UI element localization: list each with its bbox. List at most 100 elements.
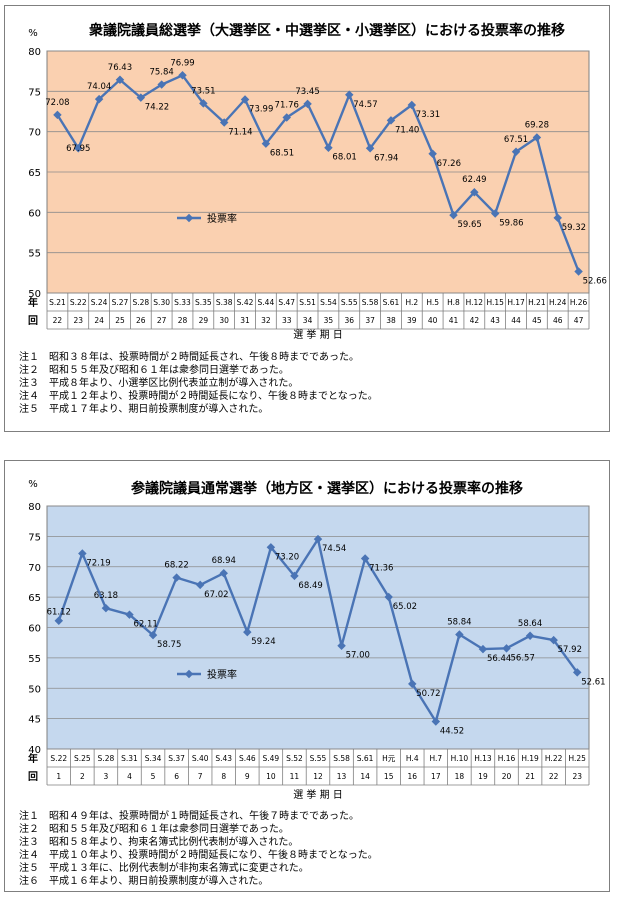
round-label: 4	[127, 772, 132, 781]
x-tick-label: H.26	[570, 298, 588, 307]
legend-label: 投票率	[207, 668, 237, 681]
round-label: 31	[240, 316, 250, 325]
data-point	[240, 95, 250, 104]
data-point	[490, 209, 500, 218]
y-tick-label: 75	[28, 532, 41, 543]
data-label: 72.19	[86, 558, 110, 568]
data-point	[470, 188, 479, 197]
data-point	[303, 99, 312, 109]
chart-notes: 注１ 昭和３８年は、投票時間が２時間延長され、午後８時までであった。 注２ 昭和…	[19, 351, 378, 416]
x-tick-label: H.24	[549, 298, 567, 307]
data-point	[408, 679, 417, 689]
round-label: 46	[553, 316, 563, 325]
x-tick-label: S.43	[215, 754, 232, 763]
y-tick-label: 50	[28, 684, 41, 695]
x-tick-label: S.44	[258, 298, 275, 307]
data-point	[157, 80, 166, 89]
data-point	[74, 143, 83, 153]
data-label: 74.57	[353, 100, 377, 110]
round-label: 41	[449, 316, 459, 325]
round-label: 6	[174, 772, 179, 781]
round-label: 11	[290, 772, 300, 781]
x-tick-label: S.61	[357, 754, 374, 763]
data-label: 44.52	[440, 727, 464, 737]
note-5: 注５ 平成１７年より、期日前投票制度が導入された。	[19, 404, 269, 415]
data-label: 69.28	[525, 120, 549, 130]
data-label: 58.64	[518, 619, 542, 629]
data-point	[365, 144, 375, 153]
x-tick-label: S.31	[121, 754, 138, 763]
data-point	[266, 543, 276, 552]
data-label: 63.18	[94, 591, 118, 601]
y-tick-label: 80	[28, 502, 41, 513]
x-tick-label: S.58	[362, 298, 379, 307]
x-tick-label: H.16	[498, 754, 516, 763]
data-label: 68.22	[164, 561, 188, 571]
data-label: 72.08	[45, 98, 69, 108]
data-label: 59.65	[458, 220, 482, 230]
data-label: 58.84	[447, 618, 471, 628]
data-label: 76.99	[170, 58, 194, 68]
round-label: 36	[344, 316, 354, 325]
data-point	[449, 210, 458, 220]
round-label: 16	[407, 772, 417, 781]
data-label: 56.44	[487, 654, 511, 664]
data-label: 74.22	[145, 103, 169, 113]
x-tick-label: S.40	[192, 754, 209, 763]
data-label: 68.51	[270, 149, 294, 159]
x-tick-label: S.25	[74, 754, 91, 763]
x-tick-label: S.22	[70, 298, 87, 307]
data-label: 74.54	[322, 544, 346, 554]
x-tick-label: S.21	[49, 298, 66, 307]
round-label: 29	[199, 316, 209, 325]
round-label: 9	[245, 772, 250, 781]
data-label: 57.00	[346, 651, 370, 661]
row-label-year: 年	[28, 296, 38, 309]
x-axis-label: 選 挙 期 日	[293, 788, 343, 801]
data-point	[125, 610, 134, 619]
row-label-round: 回	[28, 771, 38, 783]
y-tick-label: 65	[28, 593, 41, 604]
x-tick-label: H.15	[486, 298, 504, 307]
round-label: 13	[337, 772, 347, 781]
data-point	[101, 603, 111, 613]
y-tick-label: 70	[28, 563, 41, 574]
x-tick-label: S.22	[50, 754, 67, 763]
data-label: 67.26	[437, 159, 461, 169]
round-label: 20	[502, 772, 512, 781]
round-label: 19	[478, 772, 488, 781]
data-point	[574, 267, 583, 276]
data-point	[178, 71, 187, 80]
row-label-round: 回	[28, 315, 38, 327]
x-tick-label: H.19	[521, 754, 539, 763]
data-label: 62.49	[462, 175, 486, 185]
data-point	[195, 580, 205, 590]
round-label: 23	[73, 316, 83, 325]
house-of-councillors-chart-panel: 参議院議員通常選挙（地方区・選挙区）における投票率の推移% 40 45 50 55 60 6…	[4, 460, 610, 892]
series-line	[56, 74, 580, 272]
data-point	[53, 110, 62, 120]
round-label: 32	[261, 316, 271, 325]
data-point	[54, 616, 64, 625]
chart-notes: 注１ 昭和４９年は、投票時間が１時間延長され、午後７時までであった。 注２ 昭和…	[19, 810, 378, 888]
data-label: 68.49	[298, 581, 322, 591]
data-point	[261, 139, 271, 148]
data-point	[282, 113, 291, 122]
x-tick-label: S.52	[286, 754, 303, 763]
note-2: 注２ 昭和５５年及び昭和６１年は衆参同日選挙であった。	[19, 365, 289, 376]
data-label: 52.61	[581, 677, 605, 687]
round-label: 15	[384, 772, 394, 781]
round-label: 24	[94, 316, 104, 325]
round-label: 38	[386, 316, 396, 325]
x-tick-label: S.54	[320, 298, 337, 307]
data-label: 52.66	[583, 277, 607, 287]
y-tick-label: 75	[28, 87, 41, 98]
data-point	[455, 630, 464, 639]
data-point	[407, 100, 417, 110]
note-6: 注６ 平成１６年より、期日前投票制度が導入された。	[19, 876, 269, 887]
data-label: 62.11	[133, 620, 157, 630]
data-label: 73.99	[249, 104, 273, 114]
data-label: 76.43	[108, 63, 132, 73]
x-tick-label: H.10	[451, 754, 469, 763]
round-label: 21	[525, 772, 535, 781]
